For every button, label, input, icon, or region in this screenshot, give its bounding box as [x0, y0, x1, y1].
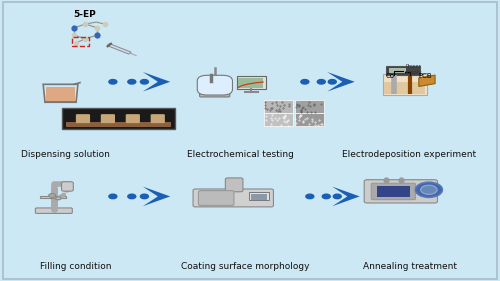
Text: Co: Co [386, 73, 395, 79]
FancyBboxPatch shape [238, 78, 263, 89]
FancyBboxPatch shape [198, 191, 234, 205]
Circle shape [301, 80, 309, 84]
FancyBboxPatch shape [193, 189, 274, 207]
Text: Electrodeposition experiment: Electrodeposition experiment [342, 150, 476, 159]
Circle shape [56, 197, 61, 200]
FancyBboxPatch shape [250, 192, 269, 200]
Polygon shape [143, 187, 170, 206]
FancyBboxPatch shape [384, 82, 426, 94]
Circle shape [416, 182, 442, 197]
Circle shape [306, 194, 314, 199]
FancyBboxPatch shape [66, 122, 171, 127]
FancyBboxPatch shape [101, 114, 115, 123]
Circle shape [328, 80, 336, 84]
FancyBboxPatch shape [226, 178, 243, 192]
Polygon shape [143, 72, 170, 92]
FancyBboxPatch shape [372, 183, 416, 200]
Circle shape [140, 194, 148, 199]
Text: PCB: PCB [418, 73, 432, 79]
FancyBboxPatch shape [386, 65, 420, 75]
Circle shape [128, 194, 136, 199]
Circle shape [322, 194, 330, 199]
Polygon shape [419, 75, 435, 87]
Polygon shape [328, 72, 354, 92]
Text: Power
supply: Power supply [404, 64, 422, 75]
FancyBboxPatch shape [40, 196, 66, 198]
Circle shape [318, 80, 326, 84]
Text: Filling condition: Filling condition [40, 262, 111, 271]
Text: Annealing treatment: Annealing treatment [362, 262, 456, 271]
FancyBboxPatch shape [62, 182, 74, 191]
Text: Dispensing solution: Dispensing solution [21, 150, 110, 159]
Polygon shape [332, 187, 359, 206]
Text: Electrochemical testing: Electrochemical testing [186, 150, 294, 159]
FancyBboxPatch shape [376, 186, 410, 197]
FancyBboxPatch shape [62, 108, 174, 129]
FancyBboxPatch shape [76, 114, 90, 123]
Circle shape [420, 185, 437, 194]
Circle shape [334, 194, 341, 199]
FancyBboxPatch shape [382, 74, 426, 95]
FancyBboxPatch shape [200, 89, 230, 97]
FancyBboxPatch shape [198, 75, 232, 95]
FancyBboxPatch shape [126, 114, 140, 123]
FancyBboxPatch shape [236, 76, 266, 89]
Circle shape [109, 80, 117, 84]
FancyBboxPatch shape [295, 100, 324, 112]
Text: Coating surface morphology: Coating surface morphology [181, 262, 310, 271]
FancyBboxPatch shape [390, 68, 406, 73]
FancyBboxPatch shape [36, 208, 72, 214]
Text: 5-EP: 5-EP [74, 10, 96, 19]
Circle shape [128, 80, 136, 84]
FancyBboxPatch shape [251, 194, 267, 200]
FancyBboxPatch shape [264, 114, 294, 126]
FancyBboxPatch shape [107, 44, 131, 54]
Circle shape [49, 194, 56, 197]
FancyBboxPatch shape [46, 87, 76, 102]
FancyBboxPatch shape [264, 100, 294, 112]
Circle shape [140, 80, 148, 84]
FancyBboxPatch shape [364, 180, 438, 203]
Circle shape [109, 194, 117, 199]
FancyBboxPatch shape [295, 114, 324, 126]
FancyBboxPatch shape [150, 114, 165, 123]
